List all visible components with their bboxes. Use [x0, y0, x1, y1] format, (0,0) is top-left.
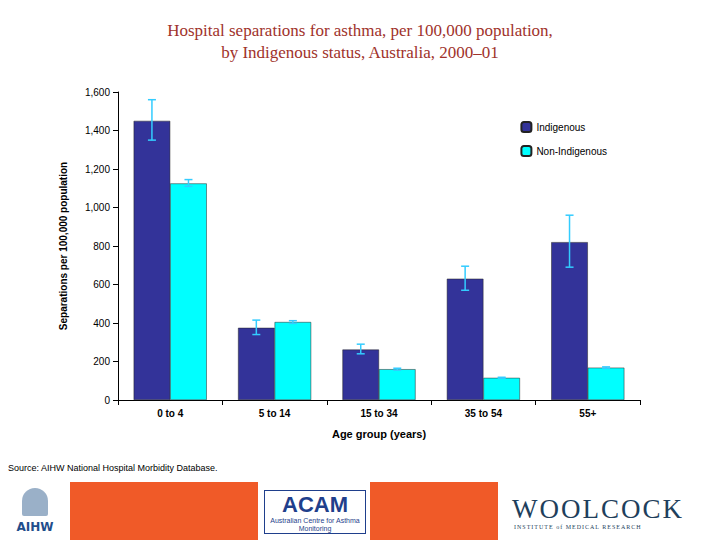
svg-text:Non-Indigenous: Non-Indigenous — [536, 146, 607, 157]
html-text:ACAM: ACAM — [282, 492, 348, 517]
svg-text:Age group (years): Age group (years) — [332, 428, 426, 440]
svg-text:Hospital separations for asthm: Hospital separations for asthma, per 100… — [167, 21, 553, 40]
html-text:Source: AIHW National Hospital: Source: AIHW National Hospital Morbidity… — [8, 463, 218, 473]
svg-text:1,400: 1,400 — [85, 125, 110, 136]
svg-text:0: 0 — [104, 395, 110, 406]
svg-text:600: 600 — [93, 279, 110, 290]
svg-text:0 to 4: 0 to 4 — [157, 408, 184, 419]
svg-text:1,200: 1,200 — [85, 164, 110, 175]
svg-text:Indigenous: Indigenous — [536, 122, 585, 133]
svg-text:15 to 34: 15 to 34 — [360, 408, 398, 419]
svg-text:1,600: 1,600 — [85, 87, 110, 98]
html-text:INSTITUTE of MEDICAL RESEARCH: INSTITUTE of MEDICAL RESEARCH — [514, 524, 642, 530]
svg-text:by Indigenous status, Australi: by Indigenous status, Australia, 2000–01 — [221, 43, 499, 62]
html-text:Australian Centre for Asthma M: Australian Centre for Asthma Monitoring — [270, 517, 360, 532]
svg-text:5 to 14: 5 to 14 — [259, 408, 291, 419]
svg-text:400: 400 — [93, 318, 110, 329]
svg-text:35 to 54: 35 to 54 — [465, 408, 503, 419]
svg-text:800: 800 — [93, 241, 110, 252]
svg-text:55+: 55+ — [579, 408, 596, 419]
svg-text:Separations per 100,000 popula: Separations per 100,000 population — [58, 162, 69, 330]
html-text:AIHW: AIHW — [16, 520, 54, 534]
html-text:WOOLCOCK: WOOLCOCK — [512, 494, 684, 524]
svg-text:200: 200 — [93, 356, 110, 367]
svg-text:1,000: 1,000 — [85, 202, 110, 213]
